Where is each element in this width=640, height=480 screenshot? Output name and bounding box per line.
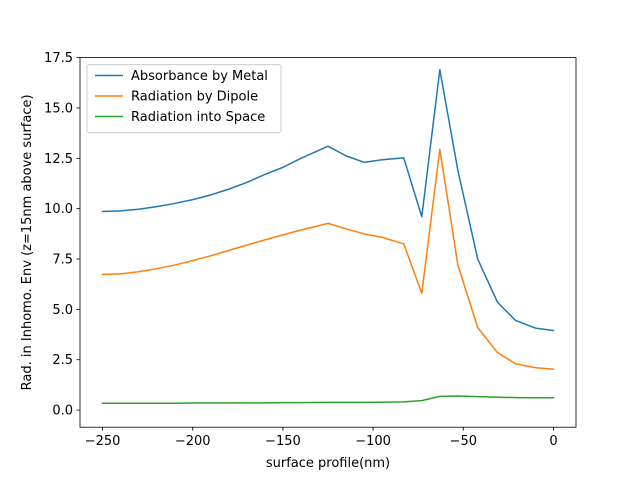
series-line-2 xyxy=(101,395,555,404)
y-tick-label: 15.0 xyxy=(44,101,73,116)
x-tick-label: −100 xyxy=(355,434,391,449)
y-axis-label: Rad. in Inhomo. Env (z=15nm above surfac… xyxy=(20,94,35,390)
y-tick-label: 2.5 xyxy=(52,353,73,368)
series-line-1 xyxy=(101,148,555,370)
legend-label: Radiation into Space xyxy=(131,110,265,125)
x-axis-ticks: −250 −200 −150 −100 −50 0 xyxy=(85,427,558,449)
y-tick-label: 10.0 xyxy=(44,202,73,217)
legend-box xyxy=(86,64,282,134)
x-tick-label: −200 xyxy=(175,434,211,449)
legend-label: Absorbance by Metal xyxy=(131,69,268,84)
y-tick-label: 12.5 xyxy=(44,152,73,167)
x-tick-label: −250 xyxy=(85,434,121,449)
x-tick-label: −150 xyxy=(265,434,301,449)
legend: Absorbance by Metal Radiation by Dipole Ra… xyxy=(86,64,282,134)
plot-frame xyxy=(79,57,577,428)
legend-label: Radiation by Dipole xyxy=(131,90,258,105)
y-tick-label: 5.0 xyxy=(52,303,73,318)
y-tick-label: 0.0 xyxy=(52,404,73,419)
x-tick-label: 0 xyxy=(549,434,557,449)
series-line-0 xyxy=(101,68,555,332)
series-layer xyxy=(101,68,555,404)
x-axis-label: surface profile(nm) xyxy=(266,456,390,471)
y-tick-label: 17.5 xyxy=(44,51,73,66)
x-tick-label: −50 xyxy=(450,434,477,449)
y-axis-ticks: 0.0 2.5 5.0 7.5 10.0 12.5 15.0 17.5 xyxy=(44,51,80,419)
y-tick-label: 7.5 xyxy=(52,253,73,268)
legend-items: Absorbance by Metal Radiation by Dipole Ra… xyxy=(95,69,268,125)
